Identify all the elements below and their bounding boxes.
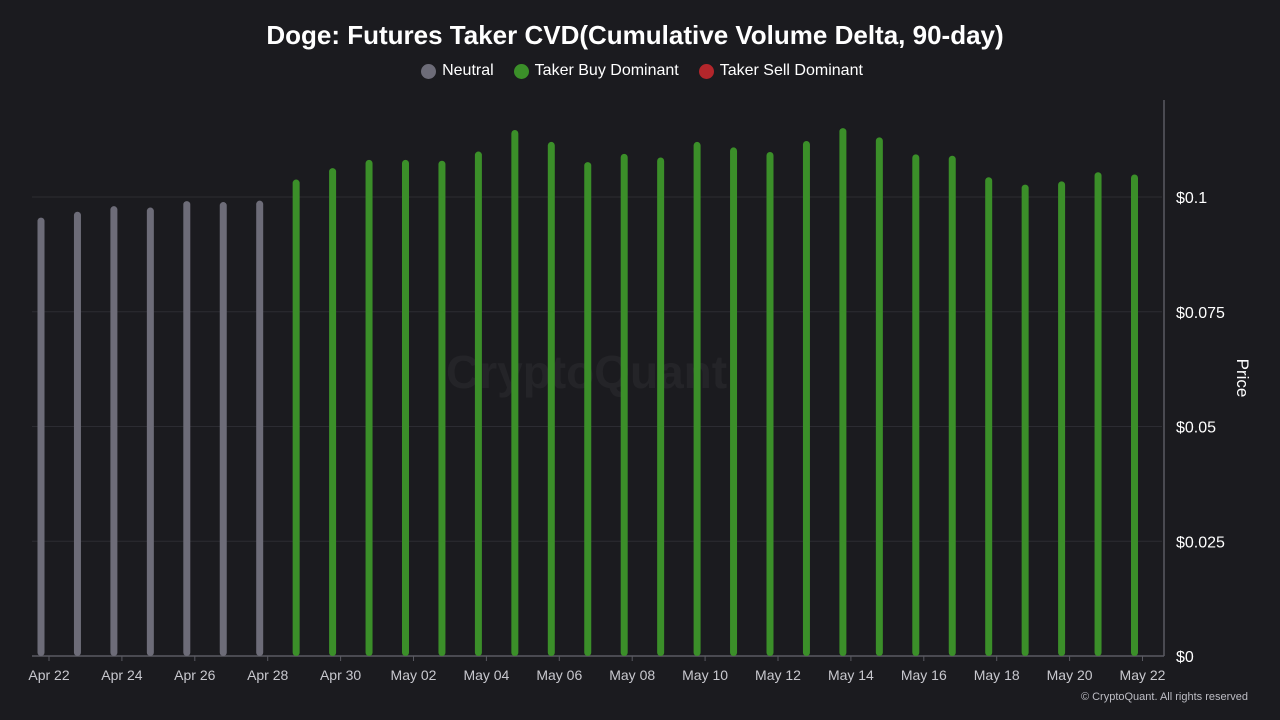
bar <box>912 154 920 657</box>
bar <box>620 153 628 656</box>
legend-item-taker-buy-dominant[interactable]: Taker Buy Dominant <box>513 62 679 80</box>
x-tick-label: May 04 <box>463 667 509 683</box>
bar <box>256 200 264 656</box>
bar <box>1021 184 1029 656</box>
x-tick-label: May 12 <box>755 667 801 683</box>
y-axis-label: Price <box>1233 358 1252 398</box>
bar <box>292 179 300 657</box>
copyright-notice: © CryptoQuant. All rights reserved <box>1080 691 1248 703</box>
bar <box>110 206 118 656</box>
legend-dot-taker-buy-dominant <box>513 63 529 79</box>
x-tick-label: May 20 <box>1047 667 1093 683</box>
bar <box>73 211 81 657</box>
bar <box>219 202 227 656</box>
x-tick-label: May 14 <box>828 667 874 683</box>
bar <box>329 168 337 656</box>
bar <box>474 151 482 656</box>
bar <box>1094 172 1102 657</box>
bar <box>37 217 45 656</box>
bar <box>875 137 883 656</box>
bar <box>402 159 409 657</box>
legend-item-neutral[interactable]: Neutral <box>421 62 494 80</box>
x-tick-label: Apr 26 <box>174 667 215 683</box>
x-tick-label: May 02 <box>391 667 437 683</box>
x-tick-label: Apr 24 <box>101 667 142 683</box>
bar <box>839 128 847 656</box>
legend-label-taker-sell-dominant: Taker Sell Dominant <box>719 62 863 79</box>
bar <box>730 147 738 657</box>
legend-item-taker-sell-dominant[interactable]: Taker Sell Dominant <box>698 62 863 80</box>
bar <box>693 141 701 657</box>
x-tick-label: Apr 30 <box>320 667 361 683</box>
legend-label-neutral: Neutral <box>442 62 494 79</box>
legend-dot-taker-sell-dominant <box>698 63 714 79</box>
bar <box>438 160 446 656</box>
bar <box>183 201 191 657</box>
bar <box>146 207 154 656</box>
x-tick-label: May 08 <box>609 667 655 683</box>
legend-label-taker-buy-dominant: Taker Buy Dominant <box>534 62 679 79</box>
x-tick-label: Apr 28 <box>247 667 288 683</box>
bar <box>802 141 810 656</box>
bar <box>584 162 592 656</box>
chart-title: Doge: Futures Taker CVD(Cumulative Volum… <box>266 20 1004 50</box>
x-tick-label: May 22 <box>1120 667 1166 683</box>
x-tick-label: May 18 <box>974 667 1020 683</box>
bar <box>365 159 373 657</box>
bar <box>985 177 993 656</box>
bar <box>657 157 665 656</box>
bar <box>547 141 555 657</box>
bar <box>1131 174 1138 656</box>
y-tick-label: $0.025 <box>1176 534 1225 551</box>
x-tick-label: May 16 <box>901 667 947 683</box>
y-tick-label: $0.075 <box>1176 305 1225 322</box>
bar <box>766 152 774 656</box>
chart-legend: Neutral Taker Buy Dominant Taker Sell Do… <box>0 62 1280 80</box>
bar <box>948 155 956 656</box>
y-tick-label: $0.05 <box>1176 420 1216 437</box>
legend-dot-neutral <box>421 63 437 79</box>
y-tick-label: $0 <box>1176 649 1194 666</box>
y-tick-label: $0.1 <box>1176 190 1207 207</box>
x-tick-label: May 06 <box>536 667 582 683</box>
x-tick-label: Apr 22 <box>28 667 69 683</box>
bar <box>1058 181 1066 657</box>
bar <box>511 129 519 657</box>
x-tick-label: May 10 <box>682 667 728 683</box>
